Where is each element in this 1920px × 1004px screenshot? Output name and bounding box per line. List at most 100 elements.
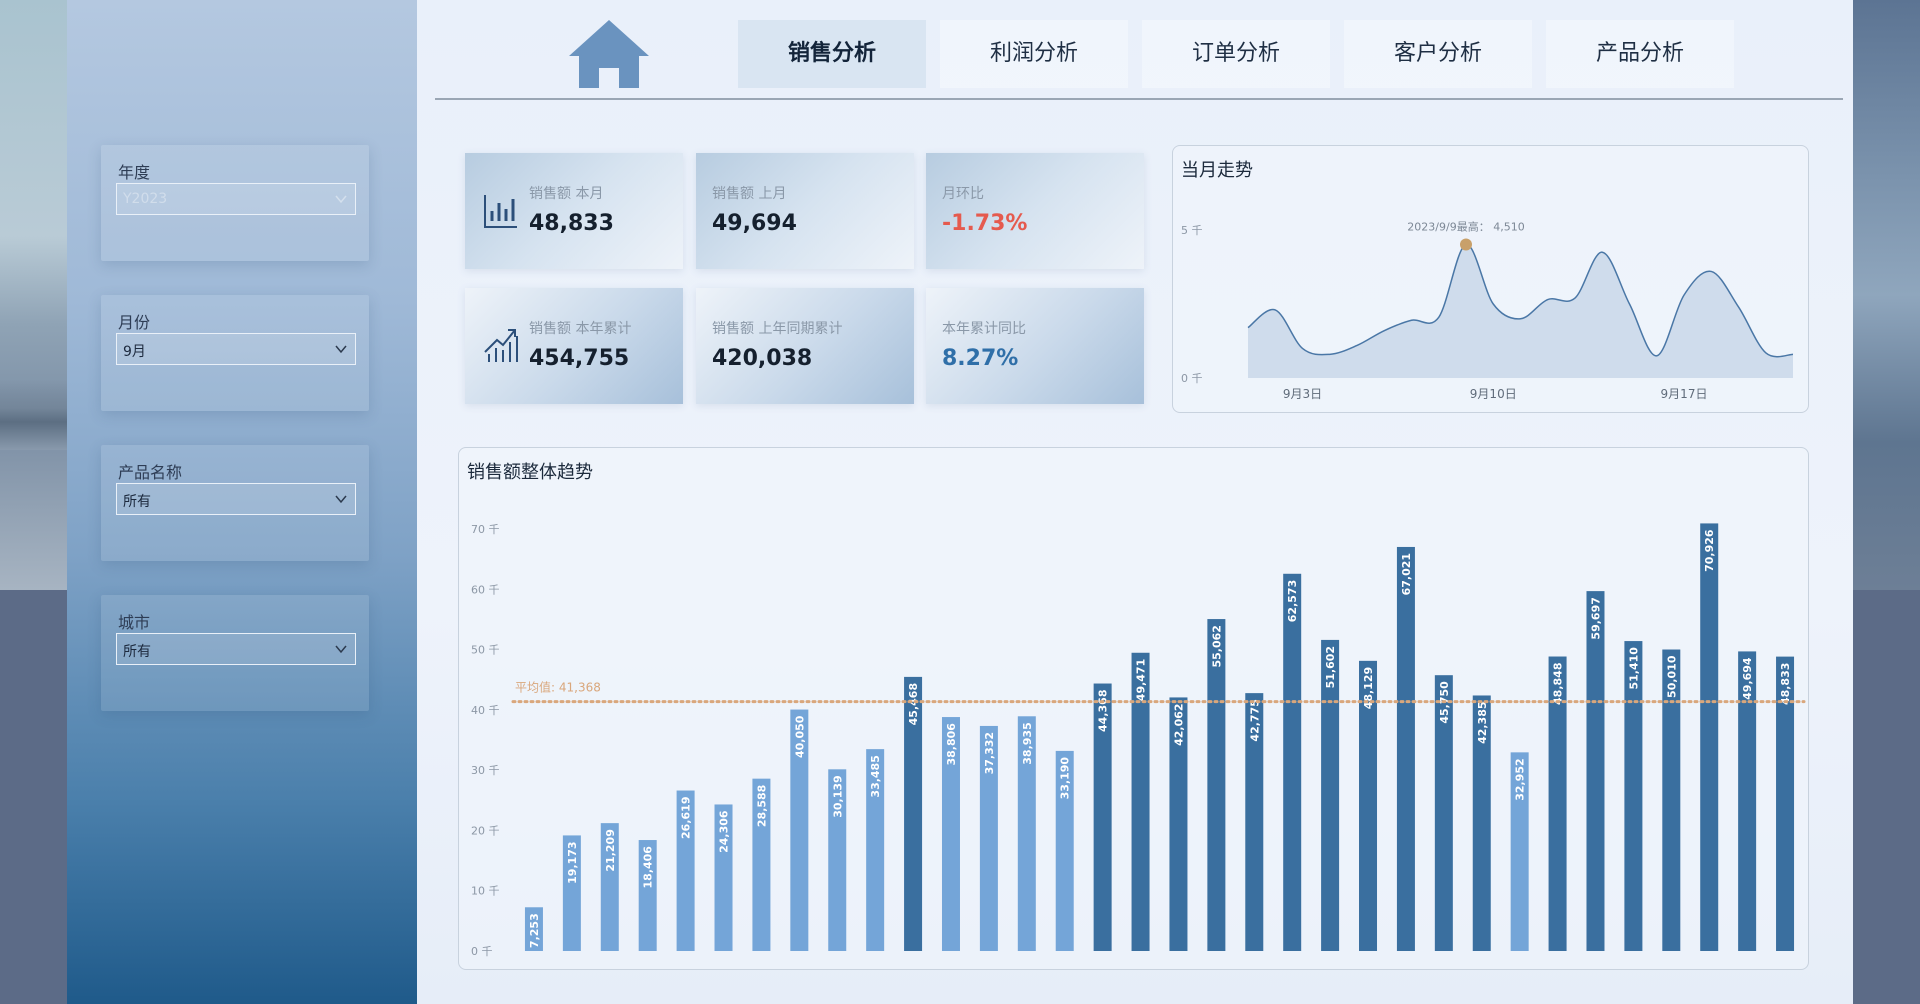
background-photo-left: [0, 0, 67, 590]
tab-sales-analysis[interactable]: 销售分析: [738, 20, 926, 88]
bar-data-label: 42,385: [1476, 701, 1489, 743]
sales-trend-title: 销售额整体趋势: [467, 462, 593, 483]
sales-bar: [1586, 591, 1605, 951]
tab-product-analysis[interactable]: 产品分析: [1546, 20, 1734, 88]
sales-bar: [714, 804, 733, 951]
nav-divider: [435, 98, 1843, 100]
month-dropdown[interactable]: 9月: [116, 333, 356, 365]
bar-data-label: 19,173: [566, 841, 579, 883]
kpi-value: 48,833: [529, 211, 614, 236]
sales-bar: [524, 907, 543, 951]
tab-profit-analysis[interactable]: 利润分析: [940, 20, 1128, 88]
sales-bar: [904, 676, 923, 951]
bar-data-label: 51,410: [1627, 647, 1640, 690]
chevron-down-icon: [335, 195, 347, 204]
filter-sidebar: 年度 Y2023 月份 9月 产品名称 所有 城市 所有: [67, 0, 417, 1004]
sales-bar: [866, 749, 885, 951]
product-dropdown[interactable]: 所有: [116, 483, 356, 515]
kpi-value: 49,694: [712, 211, 797, 236]
chevron-down-icon: [335, 495, 347, 504]
y-tick-label: 30 千: [471, 764, 500, 777]
home-icon[interactable]: [567, 18, 651, 90]
month-slicer: 月份 9月: [101, 295, 369, 411]
tab-customer-analysis[interactable]: 客户分析: [1344, 20, 1532, 88]
x-tick-label: 9月3日: [1283, 387, 1322, 401]
year-dropdown[interactable]: Y2023: [116, 183, 356, 215]
sales-bar: [1624, 641, 1643, 951]
background-left-bottom: [0, 590, 67, 1004]
bar-data-label: 37,332: [983, 732, 996, 774]
peak-annotation: 2023/9/9最高： 4,510: [1407, 220, 1524, 234]
sales-bar: [1131, 652, 1150, 951]
x-tick-label: 9月17日: [1661, 387, 1708, 401]
trend-up-icon: [484, 329, 518, 362]
sales-bar: [828, 769, 847, 951]
product-slicer: 产品名称 所有: [101, 445, 369, 561]
kpi-label: 月环比: [942, 186, 984, 202]
bar-data-label: 32,952: [1514, 758, 1527, 800]
sales-bar: [1055, 750, 1074, 951]
y-tick-label: 50 千: [471, 644, 500, 657]
sales-trend-chart: 70 千 60 千 50 千 40 千 30 千 20 千 10 千 0 千 7,253 19,1…: [471, 523, 1806, 958]
bar-data-label: 49,694: [1741, 657, 1754, 700]
background-bridge: [0, 380, 67, 450]
sales-bar: [1510, 752, 1529, 951]
bar-data-label: 24,306: [718, 810, 731, 853]
bar-data-label: 38,806: [945, 723, 958, 766]
sales-bar: [1017, 716, 1036, 951]
chevron-down-icon: [335, 345, 347, 354]
bar-data-label: 50,010: [1665, 655, 1678, 698]
sales-bar: [1548, 656, 1567, 951]
y-tick-label: 0 千: [471, 945, 493, 958]
chevron-down-icon: [335, 645, 347, 654]
bar-data-label: 62,573: [1286, 580, 1299, 622]
kpi-label: 销售额 本年累计: [529, 321, 632, 337]
kpi-card-last-ytd: 销售额 上年同期累计 420,038: [696, 288, 914, 404]
background-photo-right: [1853, 0, 1920, 590]
y-tick-label: 5 千: [1181, 224, 1203, 237]
city-value: 所有: [123, 644, 151, 660]
sales-bar: [979, 725, 998, 951]
sales-bar: [562, 835, 581, 951]
sales-bar: [1093, 683, 1112, 951]
sales-bar: [1434, 675, 1453, 951]
sales-bar: [600, 823, 619, 951]
bar-data-label: 42,775: [1248, 699, 1261, 741]
bar-data-label: 67,021: [1400, 553, 1413, 595]
main-panel: 销售分析 利润分析 订单分析 客户分析 产品分析 销售额 本月 48,833 销…: [417, 0, 1853, 1004]
trend-area: [1248, 244, 1793, 378]
sales-bar: [1472, 695, 1491, 951]
year-label: 年度: [118, 163, 151, 182]
x-tick-label: 9月10日: [1470, 387, 1517, 401]
background-right-bottom: [1853, 590, 1920, 1004]
kpi-value: 8.27%: [942, 346, 1019, 371]
average-label: 平均值: 41,368: [515, 680, 601, 695]
bar-data-label: 48,833: [1779, 663, 1792, 705]
kpi-value: 420,038: [712, 346, 813, 371]
sales-bar: [1321, 639, 1340, 951]
bar-data-label: 26,619: [680, 797, 693, 839]
bar-data-label: 49,471: [1135, 659, 1148, 701]
kpi-card-yoy: 本年累计同比 8.27%: [926, 288, 1144, 404]
bar-data-label: 40,050: [793, 715, 806, 758]
month-value: 9月: [123, 344, 146, 360]
bar-data-label: 45,468: [907, 683, 920, 725]
peak-marker: [1460, 238, 1472, 251]
sales-bar: [1776, 656, 1795, 951]
trend-line: [1247, 243, 1794, 358]
sales-bar: [676, 790, 695, 951]
city-dropdown[interactable]: 所有: [116, 633, 356, 665]
kpi-label: 销售额 上月: [712, 186, 787, 202]
kpi-card-this-month: 销售额 本月 48,833: [465, 153, 683, 269]
year-value: Y2023: [123, 191, 168, 207]
bar-data-label: 30,139: [831, 775, 844, 817]
monthly-trend-panel: 当月走势 5 千 0 千 2023/9/9最高： 4,510 9月3日 9月10日 9月1…: [1172, 145, 1809, 413]
kpi-card-ytd: 销售额 本年累计 454,755: [465, 288, 683, 404]
sales-bar: [790, 709, 809, 951]
sales-bar: [941, 717, 960, 951]
tab-order-analysis[interactable]: 订单分析: [1142, 20, 1330, 88]
sales-bar: [1662, 649, 1681, 951]
monthly-trend-chart: 5 千 0 千 2023/9/9最高： 4,510 9月3日 9月10日 9月17日: [1181, 220, 1794, 401]
bar-data-label: 48,848: [1552, 663, 1565, 705]
